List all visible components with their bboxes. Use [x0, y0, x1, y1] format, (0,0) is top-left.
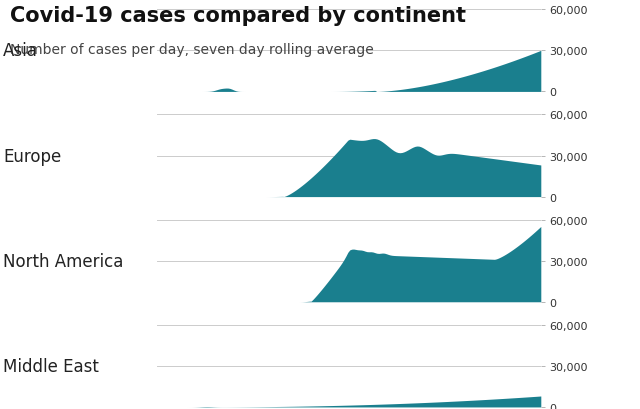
- Text: Number of cases per day, seven day rolling average: Number of cases per day, seven day rolli…: [10, 43, 373, 57]
- Text: Middle East: Middle East: [3, 357, 99, 375]
- Text: Asia: Asia: [3, 42, 38, 60]
- Text: North America: North America: [3, 252, 124, 270]
- Text: Europe: Europe: [3, 147, 61, 165]
- Text: Covid-19 cases compared by continent: Covid-19 cases compared by continent: [10, 6, 466, 26]
